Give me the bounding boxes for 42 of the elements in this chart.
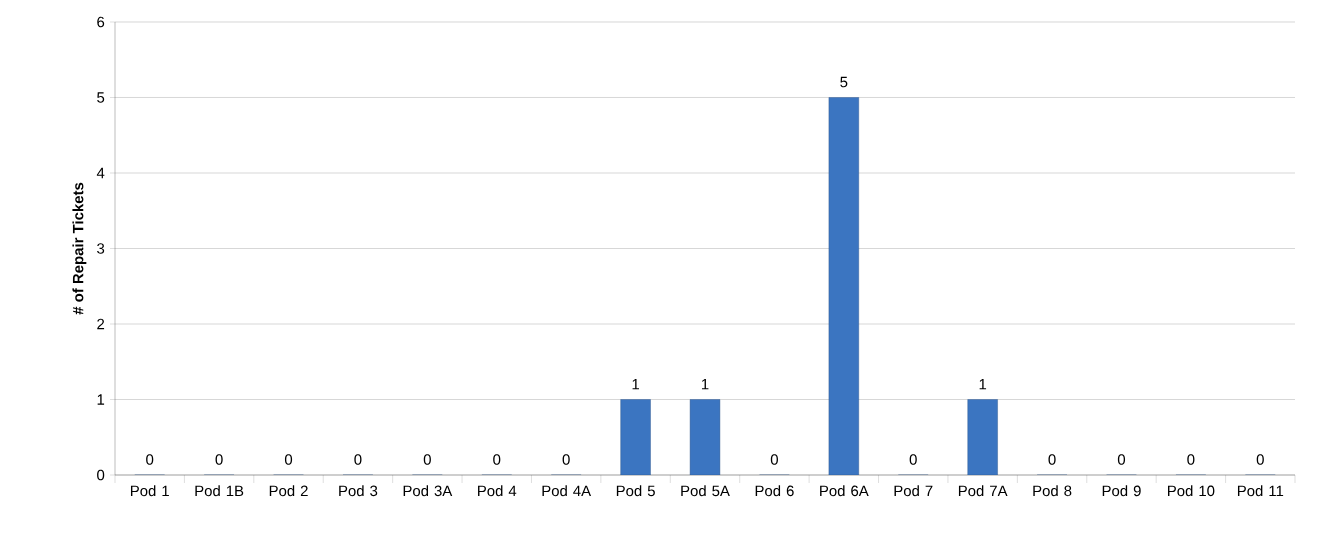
x-tick-label: Pod 10 bbox=[1168, 485, 1215, 497]
x-tick-label: Pod 7 bbox=[894, 485, 933, 497]
data-label: 0 bbox=[284, 454, 293, 465]
data-label: 0 bbox=[146, 454, 154, 465]
data-label: 0 bbox=[1048, 454, 1056, 465]
x-tick-label: Pod 6 bbox=[755, 485, 794, 497]
x-tick-label: Pod 6A bbox=[820, 485, 869, 497]
data-label: 1 bbox=[632, 379, 640, 390]
x-tick-label: Pod 5A bbox=[681, 485, 730, 497]
y-tick-label: 2 bbox=[97, 318, 105, 330]
data-label: 0 bbox=[1117, 454, 1126, 465]
x-tick-label: Pod 4A bbox=[542, 485, 592, 497]
data-label: 0 bbox=[493, 454, 501, 465]
y-tick-label: 1 bbox=[97, 394, 105, 405]
x-tick-label: Pod 8 bbox=[1033, 485, 1072, 497]
x-tick-label: Pod 7A bbox=[958, 485, 1008, 497]
x-tick-label: Pod 2 bbox=[269, 485, 308, 497]
y-tick-label: 5 bbox=[97, 92, 105, 103]
y-axis-title: # of Repair Tickets bbox=[72, 182, 87, 315]
data-label: 0 bbox=[562, 454, 570, 465]
data-label: 1 bbox=[701, 379, 709, 390]
data-label: 0 bbox=[423, 454, 431, 465]
x-tick-label: Pod 1B bbox=[195, 485, 244, 497]
x-tick-label: Pod 3A bbox=[403, 485, 453, 497]
x-tick-label: Pod 1 bbox=[130, 485, 169, 497]
y-tick-label: 6 bbox=[97, 16, 105, 28]
data-label: 5 bbox=[840, 76, 848, 88]
data-label: 0 bbox=[1256, 454, 1264, 465]
data-label: 0 bbox=[354, 454, 362, 465]
data-label: 0 bbox=[215, 454, 223, 465]
x-tick-label: Pod 4 bbox=[478, 485, 517, 497]
x-tick-label: Pod 5 bbox=[616, 485, 655, 497]
data-label: 0 bbox=[909, 454, 917, 465]
x-tick-label: Pod 9 bbox=[1102, 485, 1141, 497]
data-label: 0 bbox=[1187, 454, 1195, 465]
data-label: 0 bbox=[770, 454, 778, 465]
x-tick-label: Pod 3 bbox=[339, 485, 378, 497]
y-tick-label: 4 bbox=[96, 167, 105, 179]
y-tick-label: 0 bbox=[97, 469, 105, 481]
x-tick-label: Pod 11 bbox=[1237, 485, 1284, 497]
y-tick-label: 3 bbox=[97, 243, 105, 254]
data-label: 1 bbox=[979, 379, 987, 390]
